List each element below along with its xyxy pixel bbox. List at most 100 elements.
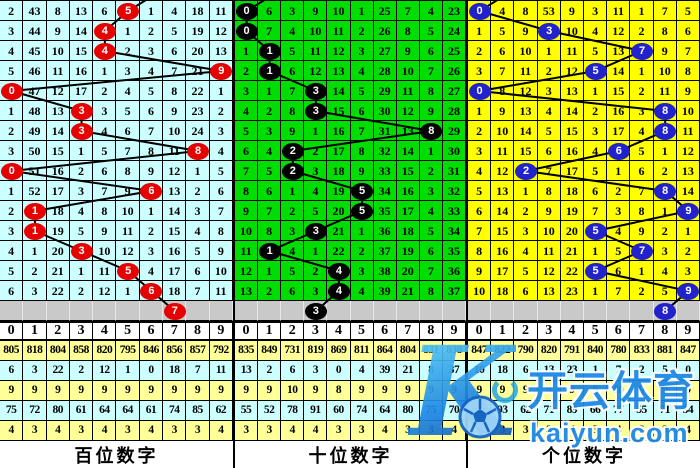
drawn-number-ball: 4	[93, 42, 116, 60]
miss-count-cell: 22	[560, 261, 584, 281]
stat-cell: 9	[304, 381, 328, 401]
miss-count-cell: 37	[442, 281, 466, 301]
miss-count-cell: 17	[607, 121, 631, 141]
miss-count-cell: 1	[0, 101, 24, 121]
drawn-number-ball: 6	[607, 142, 630, 160]
drawn-number-ball: 7	[631, 42, 653, 60]
miss-count-cell: 11	[676, 121, 700, 141]
stat-cell: 0	[327, 361, 351, 381]
miss-count-cell: 20	[396, 261, 420, 281]
miss-count-cell: 4	[258, 141, 282, 161]
stat-cell: 9	[69, 381, 94, 401]
stat-cell: 4	[304, 421, 328, 441]
miss-count-cell: 1	[235, 41, 259, 61]
stats-grid: 847 822 790 820 791 840 780 833 881 847 10 18 6 13 23 1…	[468, 341, 700, 441]
stat-cell: 3	[327, 421, 351, 441]
miss-count-cell: 2	[186, 181, 210, 201]
trend-grid: 6 3 9 10 1 25 7 4 23 7 4 10 11 2 26 8 5 24 1 5 11 12 3 27 9 6 25 2 6…	[235, 1, 466, 321]
miss-count-cell: 4	[139, 61, 164, 81]
miss-count-cell: 11	[514, 61, 538, 81]
stat-cell: 71	[537, 401, 561, 421]
miss-count-cell: 9	[396, 41, 420, 61]
miss-count-cell: 10	[304, 21, 328, 41]
miss-count-cell: 3	[0, 21, 24, 41]
miss-count-cell: 12	[491, 161, 515, 181]
miss-count-cell: 1	[653, 141, 677, 161]
latest-row-cell	[630, 301, 654, 321]
miss-count-cell: 10	[396, 61, 420, 81]
stat-cell: 0	[676, 361, 700, 381]
miss-count-cell: 6	[139, 101, 164, 121]
stat-cell: 74	[163, 401, 187, 421]
miss-count-cell: 4	[209, 141, 233, 161]
drawn-number-ball: 9	[677, 282, 700, 300]
miss-count-cell: 12	[235, 261, 259, 281]
miss-count-cell: 35	[373, 201, 397, 221]
miss-count-cell: 5	[258, 161, 282, 181]
miss-count-cell: 5	[186, 241, 210, 261]
miss-count-cell: 3	[0, 221, 24, 241]
miss-count-cell: 11	[560, 41, 584, 61]
drawn-number-ball: 3	[304, 302, 327, 320]
stats-grid: 805 818 804 858 820 795 846 856 857 792 6 3 22 2 12 1 0 1…	[0, 341, 233, 441]
latest-row-cell	[281, 301, 305, 321]
miss-count-cell: 5	[419, 21, 443, 41]
stat-cell: 3	[258, 421, 282, 441]
miss-count-cell: 8	[537, 181, 561, 201]
miss-count-cell: 14	[676, 181, 700, 201]
miss-count-cell: 6	[163, 41, 187, 61]
drawn-number-ball: 8	[654, 102, 677, 120]
stat-cell: 21	[396, 361, 420, 381]
latest-row-cell	[327, 301, 351, 321]
miss-count-cell: 13	[327, 61, 351, 81]
miss-count-cell: 27	[442, 81, 466, 101]
miss-count-cell: 4	[69, 201, 94, 221]
miss-count-cell: 4	[0, 41, 24, 61]
digit-header-cell: 9	[677, 323, 700, 339]
stat-cell: 9	[235, 381, 259, 401]
trend-grid: 2 43 8 13 6 1 4 18 11 3 44 9 14 1 2 5 19 12 4 45 10 15 2 3 6 20 13…	[0, 1, 233, 321]
miss-count-cell: 48	[23, 101, 47, 121]
miss-count-cell: 31	[442, 161, 466, 181]
miss-count-cell: 2	[258, 281, 282, 301]
stat-cell: 4	[46, 421, 70, 441]
stat-cell: 3	[186, 421, 210, 441]
miss-count-cell: 11	[607, 1, 631, 21]
stat-cell: 835	[235, 341, 259, 361]
miss-count-cell: 19	[327, 181, 351, 201]
drawn-number-ball: 9	[210, 62, 233, 80]
drawn-number-ball: 5	[117, 2, 140, 20]
miss-count-cell: 12	[327, 41, 351, 61]
miss-count-cell: 9	[93, 221, 117, 241]
miss-count-cell: 2	[209, 101, 233, 121]
stat-cell: 1	[584, 361, 608, 381]
miss-count-cell: 4	[468, 161, 492, 181]
latest-row-cell	[419, 301, 443, 321]
miss-count-cell: 20	[560, 221, 584, 241]
latest-row-cell	[442, 301, 466, 321]
miss-count-cell: 7	[419, 61, 443, 81]
miss-count-cell: 13	[491, 181, 515, 201]
stat-cell: 2	[258, 361, 282, 381]
stat-cell: 2	[69, 361, 94, 381]
stat-cell: 9	[676, 381, 700, 401]
miss-count-cell: 9	[537, 201, 561, 221]
stat-cell: 73	[468, 401, 492, 421]
miss-count-cell: 1	[258, 81, 282, 101]
miss-count-cell: 9	[46, 21, 70, 41]
miss-count-cell: 2	[281, 201, 305, 221]
miss-count-cell: 9	[653, 41, 677, 61]
miss-count-cell: 13	[235, 281, 259, 301]
miss-count-cell: 15	[491, 221, 515, 241]
stat-cell: 804	[46, 341, 70, 361]
stat-cell: 864	[373, 341, 397, 361]
miss-count-cell: 2	[653, 161, 677, 181]
miss-count-cell: 32	[373, 141, 397, 161]
miss-count-cell: 3	[468, 141, 492, 161]
miss-count-cell: 12	[116, 241, 140, 261]
miss-count-cell: 7	[116, 141, 140, 161]
miss-count-cell: 3	[23, 281, 47, 301]
stats-grid: 835 849 731 819 869 811 864 804 831 838 13 2 6 3 0 4 39 2…	[235, 341, 466, 441]
miss-count-cell: 4	[163, 1, 187, 21]
miss-count-cell: 26	[442, 61, 466, 81]
